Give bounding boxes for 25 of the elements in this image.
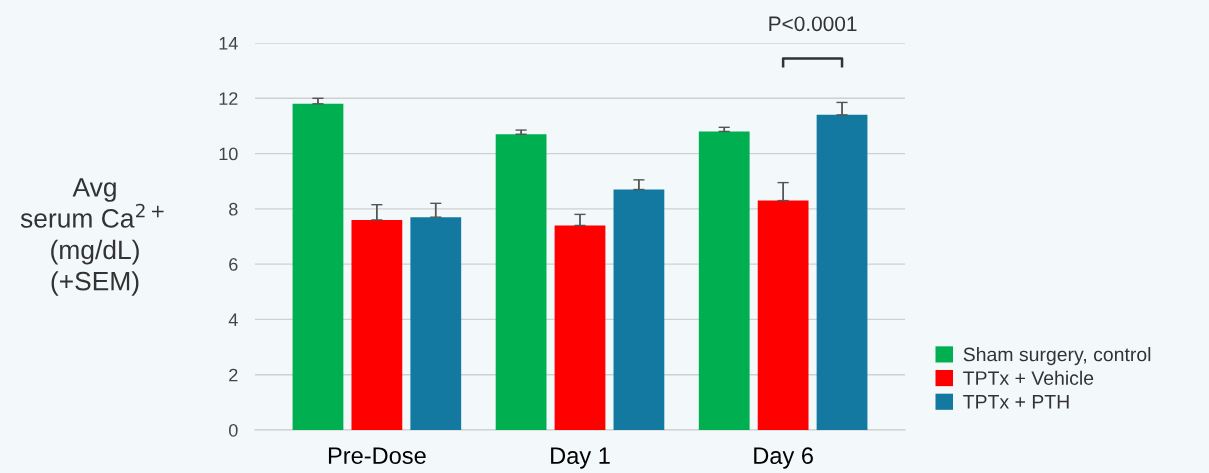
bar (613, 189, 665, 430)
legend-label: TPTx + PTH (963, 395, 1069, 409)
text: P<0.0001 (769, 16, 857, 32)
x-tick-label: Day 6 (754, 447, 813, 469)
y-tick-label: 2 (229, 368, 238, 382)
y-tick-label: 12 (219, 92, 238, 105)
x-tick-label: Day 1 (551, 447, 610, 469)
bar (495, 134, 547, 430)
y-tick-label: 6 (229, 258, 238, 271)
y-tick-label: 8 (229, 202, 238, 216)
bar (757, 200, 809, 430)
text: Avg serum Ca$^{2+}$ (mg/dL) (+SEM) (20, 178, 164, 296)
legend-label: Sham surgery, control (963, 347, 1151, 366)
bar (554, 225, 606, 430)
y-tick-label: 0 (229, 423, 238, 437)
y-tick-label: 14 (219, 37, 238, 50)
bar (410, 217, 462, 430)
y-tick-label: 4 (228, 313, 238, 326)
y-tick-label: 10 (219, 147, 238, 161)
x-tick-label: Pre-Dose (328, 447, 426, 465)
bar (816, 114, 868, 430)
bar (292, 103, 344, 430)
legend-label: TPTx + Vehicle (963, 370, 1094, 385)
bar (698, 131, 750, 430)
bar (351, 219, 403, 430)
